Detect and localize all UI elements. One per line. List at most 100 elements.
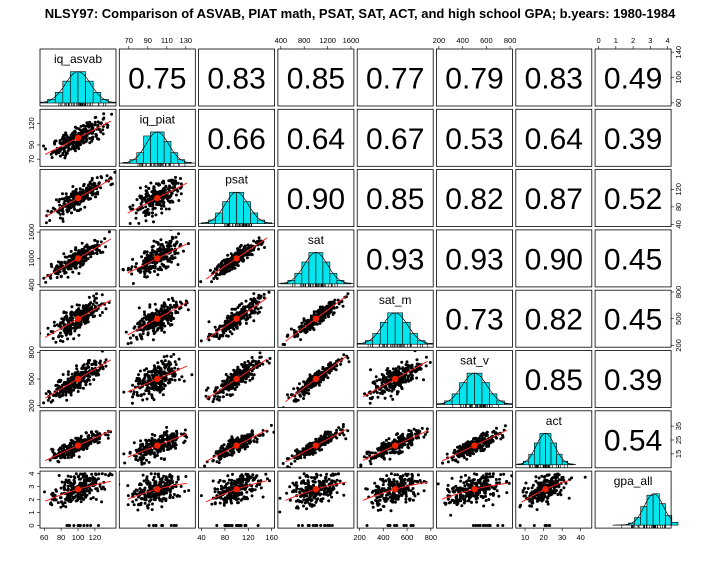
scatter-point: [94, 439, 98, 443]
scatter-point: [56, 393, 60, 397]
scatter-point: [59, 275, 63, 279]
scatter-point: [62, 445, 66, 449]
histogram-bar: [402, 322, 411, 345]
scatter-point: [66, 337, 70, 341]
scatter-point: [91, 244, 94, 248]
scatter-point: [70, 310, 74, 314]
scatter-point: [70, 134, 74, 138]
scatter-point: [162, 437, 166, 441]
scatter-point: [173, 378, 177, 382]
scatter-point: [140, 255, 144, 259]
scatter-point: [381, 380, 385, 384]
scatter-point: [213, 325, 217, 329]
scatter-point: [168, 259, 172, 263]
scatter-point: [169, 355, 173, 359]
scatter-point: [159, 204, 163, 208]
scatter-point: [83, 205, 87, 209]
scatter-point: [51, 450, 55, 454]
scatter-point: [153, 250, 157, 254]
scatter-point: [146, 324, 150, 328]
scatter-point: [208, 268, 212, 272]
scatter-point: [58, 447, 62, 451]
scatter-point: [167, 242, 171, 246]
panel-iq_asvab-iq_asvab: iq_asvab: [39, 48, 117, 107]
panel-iq_piat-sat: 0.64: [277, 108, 355, 167]
scatter-point: [77, 324, 81, 328]
scatter-point: [82, 129, 86, 133]
scatter-point: [76, 370, 80, 374]
correlation-value: 0.67: [366, 123, 424, 156]
scatter-point: [316, 313, 320, 317]
scatter-point: [247, 252, 251, 256]
scatter-points: [199, 236, 268, 284]
mean-point: [154, 255, 161, 262]
scatter-points: [40, 292, 112, 344]
histogram-bar: [243, 201, 251, 224]
scatter-point: [66, 275, 70, 279]
scatter-point: [230, 332, 234, 336]
scatter-point: [244, 299, 248, 303]
scatter-point: [226, 334, 230, 338]
scatter-point: [257, 359, 261, 363]
scatter-point: [316, 372, 320, 376]
scatter-point: [71, 185, 75, 188]
panel-sat_v-sat: [277, 350, 355, 408]
scatter-point: [163, 255, 167, 259]
scatter-point: [176, 181, 180, 185]
scatter-point: [93, 238, 97, 242]
scatter-point: [177, 232, 180, 236]
density-curve: [278, 252, 354, 285]
scatter-point: [226, 385, 230, 389]
scatter-point: [392, 381, 396, 385]
scatter-point: [58, 197, 62, 201]
scatter-point: [141, 197, 145, 201]
histogram-bar: [308, 252, 317, 285]
chart-title: NLSY97: Comparison of ASVAB, PIAT math, …: [44, 6, 676, 21]
scatter-point: [145, 275, 149, 279]
histogram-bar: [489, 393, 498, 405]
scatter-point: [329, 361, 332, 365]
scatter-point: [241, 259, 245, 263]
scatter-point: [424, 364, 428, 368]
scatter-point: [415, 376, 419, 380]
scatter-point: [135, 198, 139, 202]
scatter-points: [204, 351, 272, 404]
scatter-point: [144, 205, 148, 209]
scatter-point: [395, 390, 399, 394]
scatter-point: [81, 262, 85, 266]
histogram-bar: [322, 261, 331, 285]
scatter-point: [311, 381, 315, 385]
scatter-point: [54, 198, 58, 202]
scatter-point: [99, 359, 102, 363]
panel-sat_m-psat: [198, 289, 276, 348]
panel-border: [198, 350, 276, 408]
scatter-point: [165, 315, 168, 318]
scatter-point: [60, 383, 64, 387]
panel-sat_m-gpa_all: 0.45: [594, 289, 672, 348]
scatter-point: [176, 263, 180, 267]
scatter-point: [82, 444, 85, 448]
scatter-point: [90, 127, 94, 131]
scatter-point: [136, 458, 140, 462]
scatter-point: [168, 323, 172, 327]
scatter-point: [96, 240, 100, 244]
scatter-point: [58, 203, 62, 207]
scatter-point: [326, 376, 330, 380]
scatter-point: [90, 313, 93, 317]
scatter-point: [61, 219, 65, 223]
scatter-point: [229, 387, 233, 390]
scatter-point: [132, 441, 136, 445]
scatter-point: [174, 235, 178, 239]
scatter-point: [83, 197, 87, 201]
correlation-value: 0.93: [366, 243, 424, 276]
scatter-point: [252, 292, 256, 296]
scatter-point: [160, 308, 164, 311]
scatter-point: [53, 142, 57, 146]
scatter-point: [250, 356, 254, 359]
scatter-point: [84, 369, 88, 373]
scatter-point: [134, 262, 138, 266]
scatter-point: [135, 393, 139, 397]
scatter-points: [199, 290, 271, 343]
panel-psat-act: 0.87: [515, 169, 593, 228]
scatter-point: [221, 395, 225, 399]
